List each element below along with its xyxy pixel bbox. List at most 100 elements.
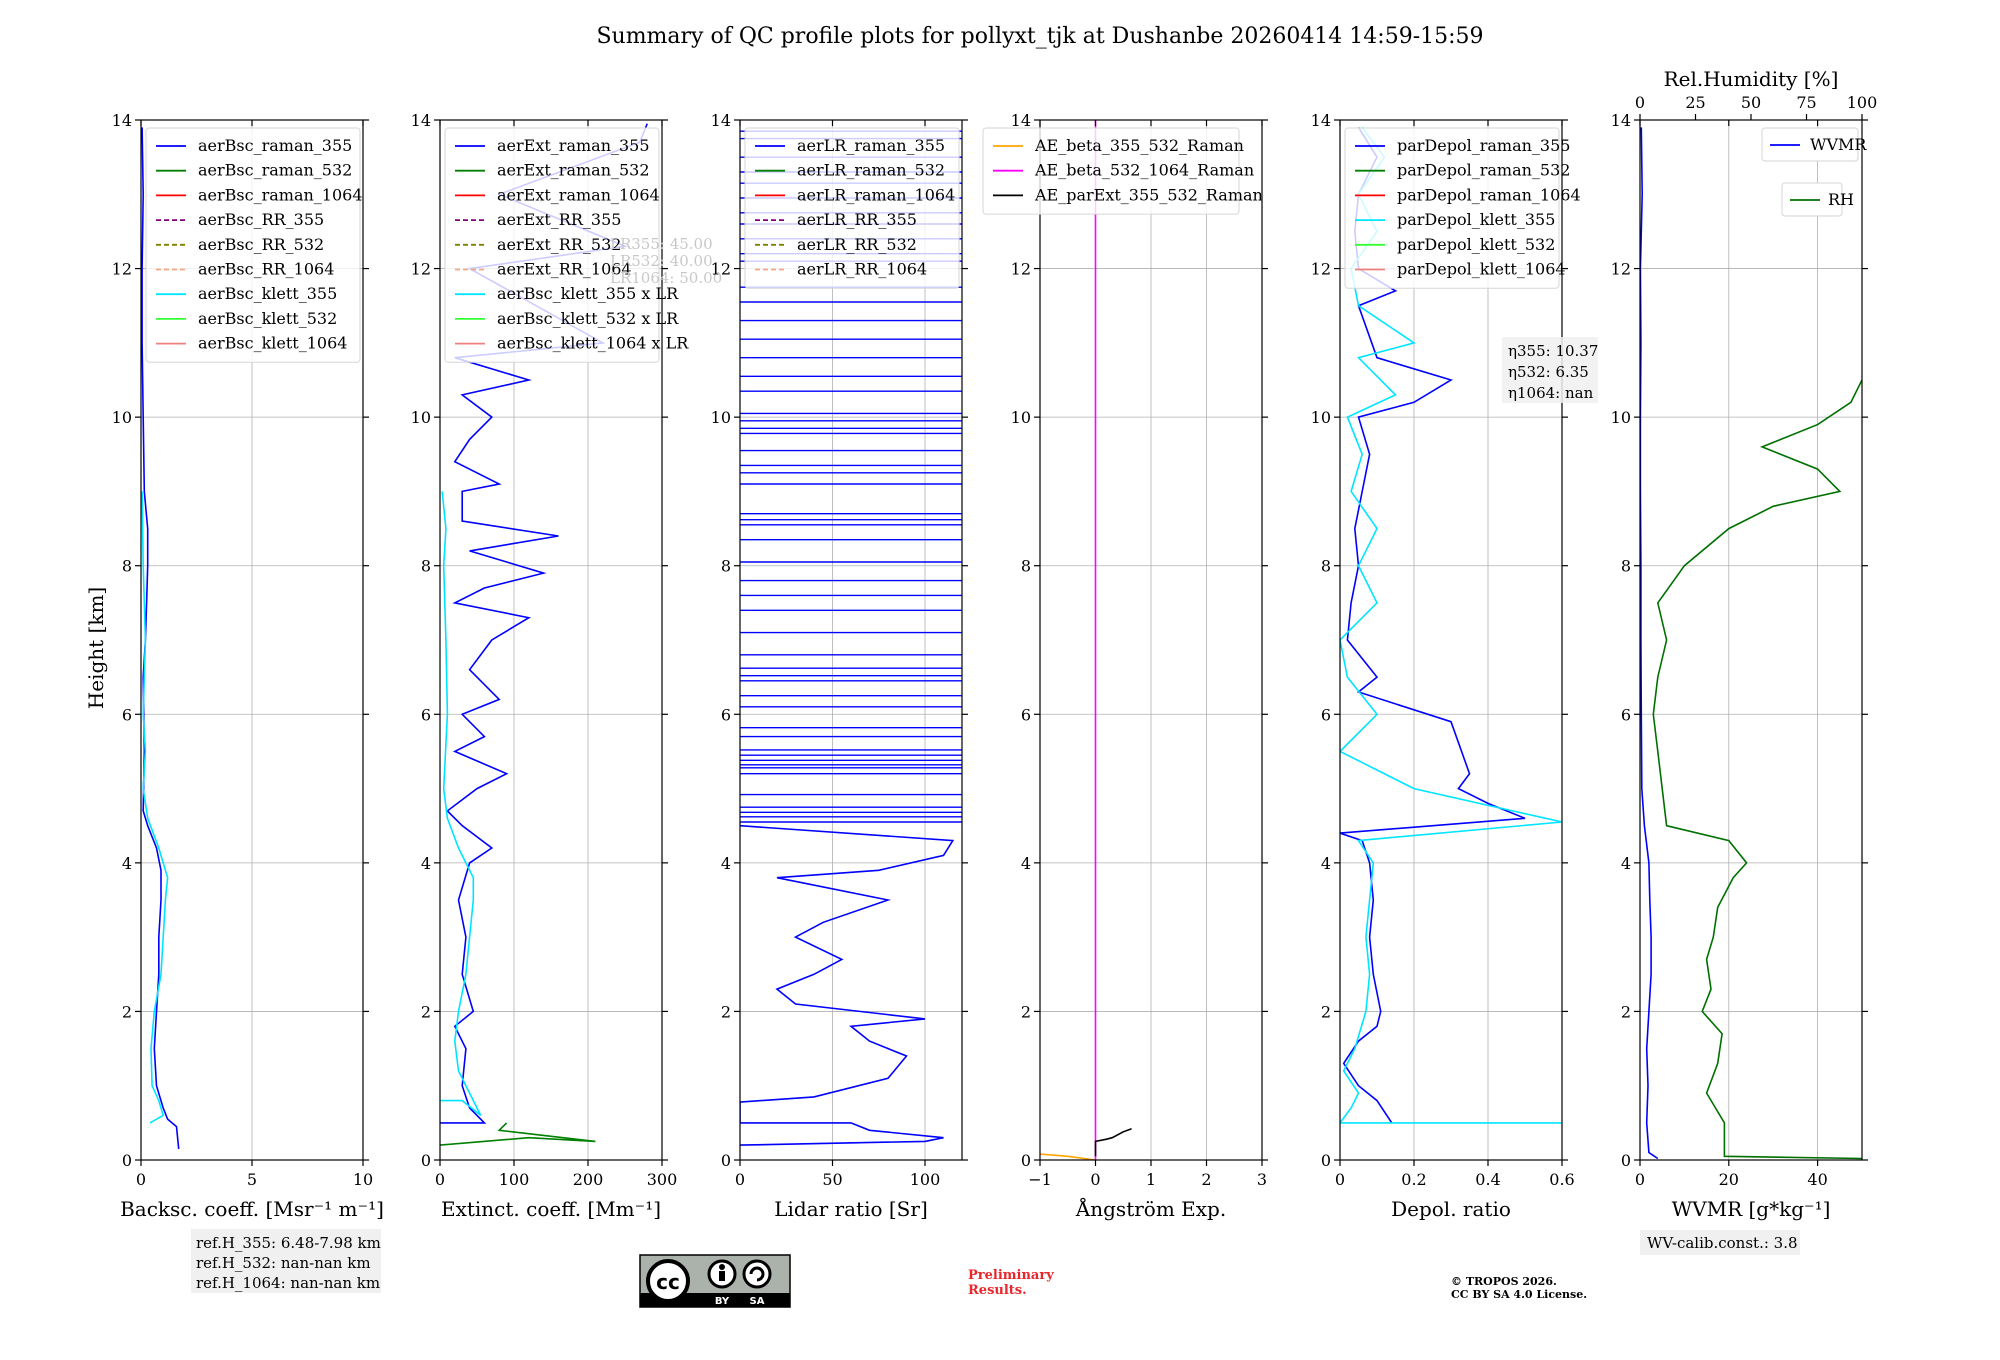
eta-annotation: η355: 10.37 (1508, 342, 1598, 360)
y-tick-label: 10 (1311, 408, 1331, 427)
cc-by-sa-badge: cc BY SA (639, 1254, 791, 1308)
legend-entry: aerLR_raman_355 (797, 136, 945, 155)
legend-entry: aerExt_raman_355 (497, 136, 650, 155)
x-tick-label: 0 (435, 1170, 445, 1189)
refh-532: ref.H_532: nan-nan km (196, 1254, 371, 1272)
y-tick-label: 10 (1011, 408, 1031, 427)
legend-entry: AE_beta_532_1064_Raman (1034, 161, 1254, 180)
y-tick-label: 14 (411, 111, 431, 130)
y-tick-label: 0 (1021, 1151, 1031, 1170)
y-tick-label: 14 (711, 111, 731, 130)
refh-box (191, 1229, 381, 1293)
panel-extinction: 0 100 200 300 0 2 4 6 8 10 12 14 Extinct. coeff. [Mm… (411, 111, 723, 1221)
cc-logo-text: cc (656, 1270, 680, 1294)
axes-frame (439, 119, 663, 1161)
y-tick-label: 4 (721, 854, 731, 873)
y-tick-label: 12 (1011, 260, 1031, 279)
y-tick-label: 2 (122, 1002, 132, 1021)
x-axis-label: WVMR [g*kg⁻¹] (1672, 1197, 1831, 1221)
eta-annotation: η532: 6.35 (1508, 363, 1589, 381)
series-aerBsc_klett_355 (141, 491, 169, 1124)
legend-entry: parDepol_raman_355 (1397, 136, 1570, 155)
x-tick-label: 10 (353, 1170, 373, 1189)
y-tick-label: 0 (1621, 1151, 1631, 1170)
top-x-tick-label: 0 (1635, 93, 1645, 112)
legend-entry: parDepol_klett_355 (1397, 210, 1555, 229)
series-aerExt_raman_532 (440, 1122, 596, 1146)
top-x-tick-label: 25 (1685, 93, 1705, 112)
legend-entry: aerBsc_RR_532 (198, 235, 324, 254)
legend-backscatter: aerBsc_raman_355 aerBsc_raman_532 aerBsc_r… (145, 127, 363, 363)
legend-entry: aerExt_RR_532 (497, 235, 621, 254)
legend-entry: parDepol_klett_532 (1397, 235, 1555, 254)
legend-entry: aerBsc_raman_1064 (198, 185, 363, 204)
y-tick-label: 12 (1311, 260, 1331, 279)
y-tick-label: 2 (721, 1002, 731, 1021)
legend-entry: parDepol_raman_532 (1397, 161, 1570, 180)
x-tick-label: 0 (735, 1170, 745, 1189)
series-aerExt_raman_355 (440, 123, 648, 1124)
legend-extinction: aerExt_raman_355 aerExt_raman_532 aerExt_r… (444, 127, 689, 363)
y-tick-label: 10 (1611, 408, 1631, 427)
x-tick-label: 40 (1807, 1170, 1827, 1189)
y-tick-label: 10 (411, 408, 431, 427)
legend-entry: aerBsc_raman_532 (198, 161, 352, 180)
legend-entry: aerBsc_raman_355 (198, 136, 352, 155)
x-tick-label: −1 (1028, 1170, 1052, 1189)
by-label: BY (715, 1296, 730, 1307)
series-aerBsc_klett_355 x LR (440, 491, 482, 1117)
legend-entry: aerBsc_klett_355 (198, 284, 337, 303)
y-tick-label: 2 (1021, 1002, 1031, 1021)
top-x-tick-label: 100 (1847, 93, 1878, 112)
legend-entry: AE_parExt_355_532_Raman (1034, 185, 1263, 204)
legend-entry: parDepol_raman_1064 (1397, 185, 1581, 204)
legend-entry: aerBsc_klett_532 x LR (497, 309, 679, 328)
y-tick-label: 6 (1621, 705, 1631, 724)
x-tick-label: 1 (1146, 1170, 1156, 1189)
x-tick-label: 3 (1257, 1170, 1267, 1189)
x-tick-label: 300 (647, 1170, 678, 1189)
preliminary-line1: Preliminary (968, 1268, 1054, 1283)
copyright-line2: CC BY SA 4.0 License. (1451, 1288, 1587, 1301)
series-AE_beta_355_532_Raman (1040, 1153, 1096, 1160)
top-x-tick-label: 75 (1796, 93, 1816, 112)
x-axis-label: Ångström Exp. (1075, 1196, 1226, 1221)
copyright-line1: © TROPOS 2026. (1451, 1275, 1557, 1288)
series-parDepol_klett_355 (1340, 126, 1562, 1124)
eta-annotation: η1064: nan (1508, 384, 1594, 402)
y-tick-label: 8 (421, 557, 431, 576)
y-tick-label: 10 (711, 408, 731, 427)
legend-entry: aerBsc_klett_1064 (198, 334, 347, 353)
legend-angstrom: AE_beta_355_532_Raman AE_beta_532_1064_Ra… (982, 127, 1263, 215)
y-tick-label: 12 (112, 260, 132, 279)
sa-share-icon (742, 1259, 772, 1289)
panel-backscatter: 0 5 10 0 2 4 6 8 10 12 14 Backsc. coeff. [Msr⁻¹ m⁻¹… (112, 111, 384, 1221)
y-tick-label: 14 (112, 111, 132, 130)
top-x-tick-label: 50 (1741, 93, 1761, 112)
panel-depol: 0 0.2 0.4 0.6 0 2 4 6 8 10 12 14 Depol. ratio parDepo… (1311, 111, 1599, 1221)
y-tick-label: 4 (122, 854, 132, 873)
wv-calib-box (1640, 1230, 1800, 1255)
y-tick-label: 6 (122, 705, 132, 724)
series-aerLR_raman_355 (740, 824, 955, 1146)
legend-entry: aerExt_RR_1064 (497, 260, 632, 279)
y-tick-label: 14 (1311, 111, 1331, 130)
y-tick-label: 2 (421, 1002, 431, 1021)
axes-frame (1639, 119, 1863, 1161)
lr-annotation: LR355: 45.00 (610, 235, 713, 253)
x-tick-label: 0 (1335, 1170, 1345, 1189)
x-axis-label: Extinct. coeff. [Mm⁻¹] (441, 1197, 661, 1221)
y-tick-label: 10 (112, 408, 132, 427)
y-tick-label: 4 (1021, 854, 1031, 873)
legend-wvmr: WVMR RH (1761, 127, 1867, 217)
x-tick-label: 100 (499, 1170, 530, 1189)
sa-label: SA (750, 1296, 765, 1307)
y-tick-label: 8 (721, 557, 731, 576)
y-tick-label: 0 (421, 1151, 431, 1170)
y-tick-label: 8 (1621, 557, 1631, 576)
legend-entry: aerBsc_RR_355 (198, 210, 324, 229)
panel-lidar_ratio: 0 50 100 0 2 4 6 8 10 12 14 Lidar ratio [Sr] aerLR_r… (711, 111, 968, 1221)
series-aerBsc_raman_355 (141, 127, 180, 1149)
